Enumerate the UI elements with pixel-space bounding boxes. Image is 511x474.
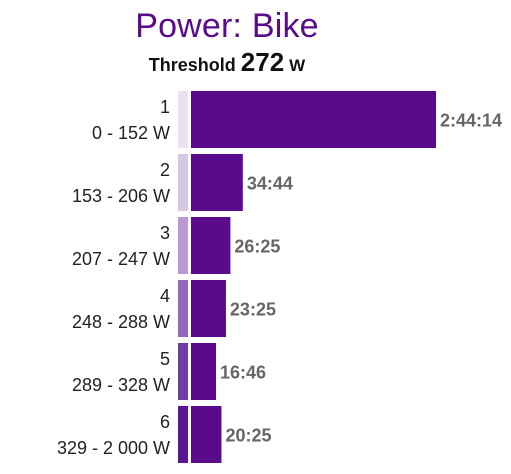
zone-time-label: 26:25 — [234, 237, 280, 257]
zone-bar — [191, 91, 436, 148]
zone-time-label: 16:46 — [220, 363, 266, 383]
threshold-unit: W — [289, 56, 306, 75]
zone-number-label: 4 — [160, 286, 170, 306]
zone-number-label: 3 — [160, 223, 170, 243]
zone-range-label: 0 - 152 W — [92, 123, 170, 143]
zone-number-label: 6 — [160, 412, 170, 432]
zone-number-label: 2 — [160, 160, 170, 180]
zone-range-label: 289 - 328 W — [72, 375, 170, 395]
zone-number-label: 5 — [160, 349, 170, 369]
zone-range-label: 329 - 2 000 W — [57, 438, 170, 458]
threshold-value: 272 — [240, 47, 285, 77]
zone-bar — [191, 154, 243, 211]
zone-bar — [191, 406, 222, 463]
zone-time-label: 23:25 — [230, 300, 276, 320]
zone-range-label: 153 - 206 W — [72, 186, 170, 206]
zone-time-label: 2:44:14 — [440, 111, 502, 131]
zone-range-label: 248 - 288 W — [72, 312, 170, 332]
threshold-readout: Threshold 272 W — [0, 46, 454, 83]
zone-indicator — [178, 280, 188, 337]
zone-time-label: 20:25 — [225, 426, 271, 446]
zone-bar — [191, 217, 231, 274]
zone-indicator — [178, 406, 188, 463]
zone-time-label: 34:44 — [247, 174, 293, 194]
chart-title: Power: Bike — [135, 7, 319, 45]
zone-number-label: 1 — [160, 97, 170, 117]
zone-range-label: 207 - 247 W — [72, 249, 170, 269]
zone-indicator — [178, 154, 188, 211]
zone-indicator — [178, 91, 188, 148]
zone-indicator — [178, 217, 188, 274]
zone-indicator — [178, 343, 188, 400]
zone-bar — [191, 280, 226, 337]
threshold-label: Threshold — [148, 55, 236, 75]
zone-bar — [191, 343, 217, 400]
